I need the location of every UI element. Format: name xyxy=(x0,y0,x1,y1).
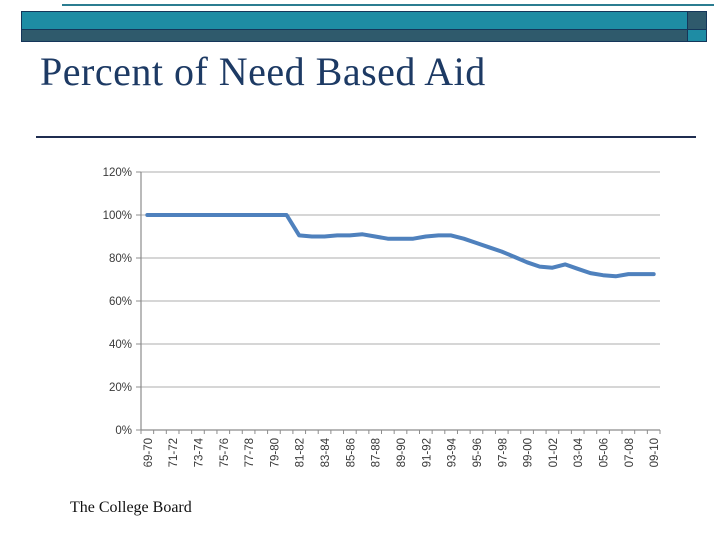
slide-title: Percent of Need Based Aid xyxy=(40,49,486,94)
header-accent-line xyxy=(62,4,714,6)
x-axis-label: 09-10 xyxy=(649,438,661,467)
x-axis-label: 87-88 xyxy=(371,438,383,467)
footer-text: The College Board xyxy=(70,499,192,516)
y-axis-label: 80% xyxy=(109,253,132,265)
header-bar-secondary-endcap xyxy=(687,29,707,42)
x-axis-label: 05-06 xyxy=(599,438,611,467)
x-axis-label: 83-84 xyxy=(320,437,332,467)
y-axis-label: 100% xyxy=(103,210,132,222)
x-axis-label: 01-02 xyxy=(548,438,560,467)
x-axis-label: 81-82 xyxy=(295,438,307,467)
y-axis-label: 20% xyxy=(109,382,132,394)
x-axis-label: 91-92 xyxy=(421,438,433,467)
y-axis-label: 0% xyxy=(115,425,132,437)
y-axis-label: 40% xyxy=(109,339,132,351)
y-axis-label: 60% xyxy=(109,296,132,308)
x-axis-label: 97-98 xyxy=(497,438,509,467)
title-divider xyxy=(36,136,696,138)
y-axis-label: 120% xyxy=(103,167,132,179)
x-axis-label: 85-86 xyxy=(345,438,357,467)
x-axis-label: 73-74 xyxy=(193,437,205,467)
x-axis-label: 69-70 xyxy=(143,438,155,467)
data-series-line xyxy=(145,213,656,279)
x-axis-label: 03-04 xyxy=(573,437,585,467)
x-axis-label: 71-72 xyxy=(168,438,180,467)
x-axis-label: 99-00 xyxy=(523,438,535,467)
x-axis-label: 75-76 xyxy=(219,438,231,467)
x-axis-label: 79-80 xyxy=(269,438,281,467)
x-axis-label: 77-78 xyxy=(244,438,256,467)
x-axis-label: 95-96 xyxy=(472,438,484,467)
x-axis-label: 07-08 xyxy=(624,438,636,467)
x-axis-label: 89-90 xyxy=(396,438,408,467)
x-axis-label: 93-94 xyxy=(447,437,459,467)
